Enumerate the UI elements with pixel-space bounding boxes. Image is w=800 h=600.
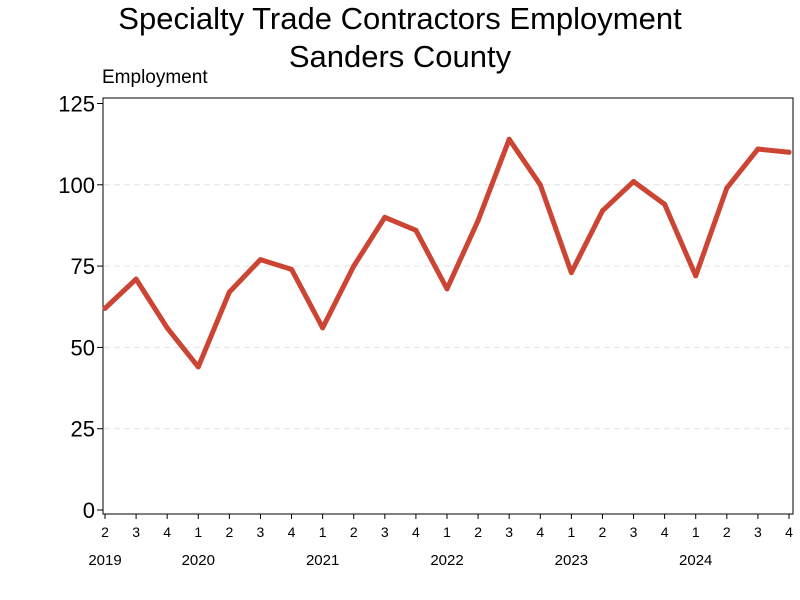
data-point: [382, 214, 388, 220]
plot-frame: [102, 97, 794, 515]
data-point: [568, 270, 574, 276]
x-tick-label: 2: [101, 524, 109, 540]
x-tick-label: 3: [630, 524, 638, 540]
y-tick-label: 25: [71, 417, 95, 442]
x-tick-label: 2: [474, 524, 482, 540]
y-axis-ticks: 0 25 50 75 100 125: [58, 92, 103, 523]
x-tick-label: 3: [132, 524, 140, 540]
year-label: 2022: [430, 552, 463, 569]
data-point: [693, 273, 699, 279]
x-tick-label: 2: [723, 524, 731, 540]
y-tick-label: 100: [58, 173, 95, 198]
x-tick-label: 3: [754, 524, 762, 540]
x-tick-label: 3: [505, 524, 513, 540]
data-point: [133, 276, 139, 282]
year-label: 2019: [88, 552, 121, 569]
data-point: [662, 201, 668, 207]
data-point: [475, 218, 481, 224]
series-line: [102, 136, 792, 370]
x-tick-label: 4: [536, 524, 544, 540]
data-point: [444, 286, 450, 292]
data-point: [102, 305, 108, 311]
x-tick-label: 4: [163, 524, 171, 540]
data-point: [755, 146, 761, 152]
x-tick-label: 2: [225, 524, 233, 540]
x-tick-label: 1: [567, 524, 575, 540]
data-point: [506, 136, 512, 142]
x-tick-label: 1: [443, 524, 451, 540]
year-label: 2020: [182, 552, 215, 569]
data-point: [413, 227, 419, 233]
data-point: [195, 364, 201, 370]
chart-subtitle: Sanders County: [288, 39, 512, 74]
year-label: 2023: [555, 552, 588, 569]
x-tick-label: 4: [661, 524, 669, 540]
data-point: [537, 182, 543, 188]
x-tick-label: 1: [692, 524, 700, 540]
x-tick-label: 4: [288, 524, 296, 540]
x-tick-label: 4: [785, 524, 793, 540]
y-tick-label: 75: [71, 254, 95, 279]
y-tick-label: 0: [83, 498, 95, 523]
year-label: 2024: [679, 552, 712, 569]
data-point: [320, 325, 326, 331]
data-point: [226, 289, 232, 295]
grid-lines: [104, 184, 792, 430]
data-point: [351, 263, 357, 269]
data-point: [164, 325, 170, 331]
data-point: [786, 149, 792, 155]
x-tick-label: 2: [599, 524, 607, 540]
x-tick-label: 3: [381, 524, 389, 540]
data-point: [599, 208, 605, 214]
y-axis-label: Employment: [102, 67, 208, 88]
y-tick-label: 125: [58, 92, 95, 117]
chart-title: Specialty Trade Contractors Employment: [118, 1, 682, 36]
x-tick-label: 1: [194, 524, 202, 540]
x-tick-label: 1: [319, 524, 327, 540]
data-point: [631, 179, 637, 185]
x-axis-ticks: 2 3 4 1 2 3 4 1 2 3 4 1 2 3 4 1 2 3 4 1 2 3 4 2019 2020 2021 2022 2…: [88, 514, 793, 569]
x-tick-label: 4: [412, 524, 420, 540]
year-label: 2021: [306, 552, 339, 569]
x-tick-label: 3: [257, 524, 265, 540]
data-point: [257, 257, 263, 263]
y-tick-label: 50: [71, 335, 95, 360]
series-layer: [102, 136, 792, 370]
data-point: [289, 266, 295, 272]
data-point: [724, 185, 730, 191]
x-tick-label: 2: [350, 524, 358, 540]
